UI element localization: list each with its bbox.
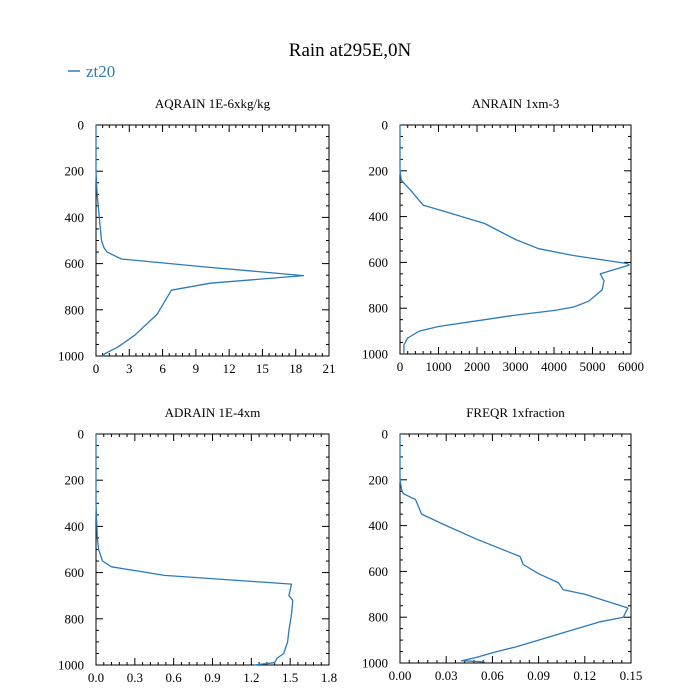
y-tick-label: 400 — [65, 210, 85, 225]
x-tick-label: 9 — [193, 361, 200, 376]
plot-frame — [95, 124, 330, 357]
y-tick-label: 200 — [65, 473, 85, 488]
legend-label: zt20 — [86, 62, 115, 81]
y-tick-label: 800 — [369, 610, 389, 625]
panel-title: AQRAIN 1E-6xkg/kg — [155, 96, 271, 111]
y-tick-label: 400 — [65, 519, 85, 534]
y-tick-label: 1000 — [362, 347, 388, 362]
panel-1: AQRAIN 1E-6xkg/kg 0 3 6 9 12 15 18 21 0 200 400 600 8… — [58, 96, 336, 376]
figure-title: Rain at295E,0N — [289, 40, 412, 61]
x-tick-label: 4000 — [541, 359, 567, 374]
series-line-zt20 — [399, 125, 630, 354]
x-tick-label: 2000 — [464, 359, 490, 374]
plot-frame — [95, 433, 330, 666]
panels: AQRAIN 1E-6xkg/kg 0 3 6 9 12 15 18 21 0 200 400 600 8… — [58, 96, 644, 685]
legend: zt20 — [68, 62, 115, 81]
y-tick-label: 1000 — [58, 658, 84, 673]
panel-title: FREQR 1xfraction — [466, 405, 565, 420]
x-tick-label: 0.06 — [481, 668, 504, 683]
panel-3: ADRAIN 1E-4xm 0.0 0.3 0.6 0.9 1.2 1.5 1.8 0 200 40… — [58, 405, 337, 685]
x-tick-label: 0 — [93, 361, 100, 376]
x-tick-label: 1.2 — [243, 670, 259, 685]
x-tick-label: 1.8 — [321, 670, 337, 685]
x-tick-label: 0.3 — [127, 670, 143, 685]
x-tick-label: 0.9 — [204, 670, 220, 685]
y-tick-label: 400 — [369, 518, 389, 533]
y-tick-label: 1000 — [362, 656, 388, 671]
x-tick-label: 0 — [397, 359, 404, 374]
x-tick-label: 0.00 — [389, 668, 412, 683]
x-tick-label: 1.5 — [282, 670, 298, 685]
x-tick-label: 1000 — [426, 359, 452, 374]
panel-2: ANRAIN 1xm-3 0 1000 2000 3000 4000 5000 6000 0 20… — [362, 96, 644, 374]
panel-4: FREQR 1xfraction 0.00 0.03 0.06 0.09 0.12 0.15… — [362, 405, 642, 683]
y-tick-label: 1000 — [58, 349, 84, 364]
x-tick-label: 5000 — [580, 359, 606, 374]
x-tick-label: 6000 — [618, 359, 644, 374]
y-tick-label: 800 — [65, 302, 85, 317]
y-tick-label: 600 — [65, 565, 85, 580]
x-tick-label: 18 — [289, 361, 302, 376]
y-tick-label: 600 — [65, 256, 85, 271]
y-tick-label: 0 — [78, 118, 85, 133]
y-tick-label: 0 — [78, 427, 85, 442]
x-tick-label: 3 — [126, 361, 133, 376]
panel-title: ANRAIN 1xm-3 — [472, 96, 560, 111]
x-tick-label: 3000 — [503, 359, 529, 374]
series-line-zt20 — [399, 434, 629, 663]
x-tick-label: 21 — [323, 361, 336, 376]
x-tick-label: 0.15 — [620, 668, 643, 683]
panel-title: ADRAIN 1E-4xm — [165, 405, 261, 420]
series-line-zt20 — [95, 125, 305, 357]
y-tick-label: 800 — [65, 611, 85, 626]
plot-frame — [399, 433, 632, 664]
y-tick-label: 600 — [369, 564, 389, 579]
x-tick-label: 0.09 — [527, 668, 550, 683]
y-tick-label: 600 — [369, 255, 389, 270]
y-tick-label: 800 — [369, 301, 389, 316]
series-line-zt20 — [95, 434, 294, 666]
x-tick-label: 6 — [159, 361, 166, 376]
y-tick-label: 0 — [382, 118, 389, 133]
x-tick-label: 0.0 — [88, 670, 104, 685]
y-tick-label: 400 — [369, 209, 389, 224]
x-tick-label: 0.12 — [573, 668, 596, 683]
y-tick-label: 200 — [369, 163, 389, 178]
x-tick-label: 0.6 — [166, 670, 183, 685]
y-tick-label: 200 — [65, 164, 85, 179]
y-tick-label: 0 — [382, 427, 389, 442]
x-tick-label: 12 — [223, 361, 236, 376]
x-tick-label: 15 — [256, 361, 269, 376]
x-tick-label: 0.03 — [435, 668, 458, 683]
y-tick-label: 200 — [369, 472, 389, 487]
